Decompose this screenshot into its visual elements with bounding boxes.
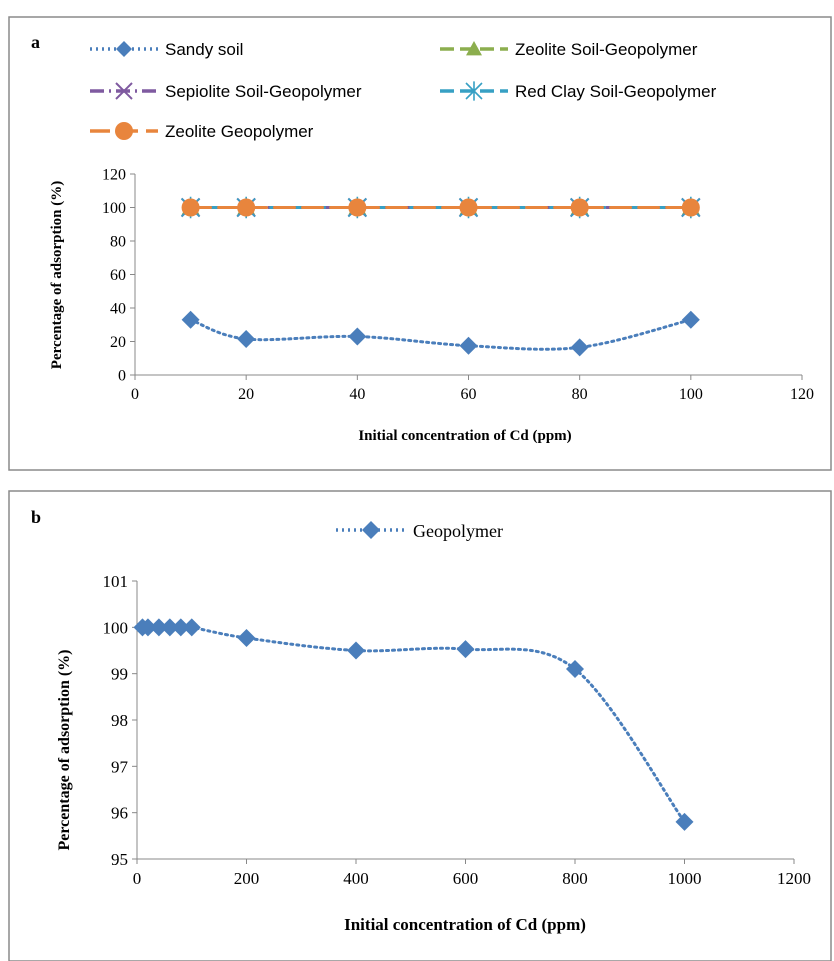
panel-b-legend: Geopolymer [336,521,503,541]
y-tick-label: 60 [110,267,126,284]
legend-marker [466,41,482,56]
y-tick-label: 80 [110,234,126,251]
legend-item: Zeolite Geopolymer [90,122,314,141]
panel-b-y-axis-title: Percentage of adsorption (%) [56,650,73,851]
legend-marker [116,41,132,57]
legend-label: Geopolymer [413,521,503,541]
data-point [675,812,694,831]
legend-item: Zeolite Soil-Geopolymer [440,40,698,59]
legend-label: Zeolite Soil-Geopolymer [515,40,698,59]
data-point [456,640,475,659]
y-tick-label: 98 [111,711,128,730]
y-tick-label: 120 [102,167,126,184]
series-line-geopolymer [140,625,686,824]
data-point [160,618,179,637]
x-tick-label: 0 [133,869,142,888]
data-point [347,641,365,660]
y-tick-label: 100 [102,200,126,217]
x-tick-label: 200 [234,869,260,888]
data-point [181,310,200,329]
legend-marker [115,82,133,100]
panel-a-frame [8,16,832,471]
panel-a-label: a [31,32,40,52]
legend-marker [115,122,133,140]
x-tick-label: 100 [679,386,703,403]
legend-item: Red Clay Soil-Geopolymer [440,81,717,101]
data-point [237,329,256,348]
y-tick-label: 95 [111,850,128,869]
panel-b-plot: 95 96 97 98 99 100 101 0 200 400 600 800 1000 1200 [103,572,812,888]
y-tick-label: 0 [118,368,126,385]
x-tick-label: 40 [349,386,365,403]
x-tick-label: 20 [238,386,254,403]
data-point [459,198,478,217]
panel-a-legend: Sandy soil Zeolite Soil-Geopolymer Sepioli… [90,40,717,141]
x-tick-label: 400 [343,869,369,888]
series-line-sandy-soil [189,318,693,351]
legend-item: Geopolymer [336,521,503,541]
legend-label: Zeolite Geopolymer [165,122,314,141]
legend-label: Sandy soil [165,40,243,59]
x-tick-label: 800 [562,869,588,888]
legend-marker [362,521,380,539]
y-tick-label: 99 [111,665,128,684]
legend-item: Sepiolite Soil-Geopolymer [90,82,362,101]
panel-a-plot: 0 20 40 60 80 100 120 0 20 40 60 80 100 120 [102,167,814,403]
y-tick-label: 100 [103,618,129,637]
data-point [348,198,367,217]
data-point [237,628,256,647]
x-tick-label: 1000 [668,869,702,888]
panel-a-y-axis-title: Percentage of adsorption (%) [49,181,65,369]
data-point [149,618,168,637]
legend-marker [465,81,483,101]
data-point [570,338,589,357]
legend-label: Red Clay Soil-Geopolymer [515,82,717,101]
panel-a-x-axis-title: Initial concentration of Cd (ppm) [358,428,571,444]
panel-b-frame [8,490,832,961]
data-point [570,198,589,217]
data-point [138,618,157,637]
y-tick-label: 101 [103,572,129,591]
data-point [566,660,584,679]
x-tick-label: 600 [453,869,479,888]
data-point [681,198,700,217]
y-tick-label: 20 [110,334,126,351]
panel-b-label: b [31,507,41,527]
x-tick-label: 0 [131,386,139,403]
y-tick-label: 96 [111,804,128,823]
legend-item: Sandy soil [90,40,243,59]
data-point [459,336,478,355]
x-tick-label: 120 [790,386,814,403]
data-point [348,327,367,346]
x-tick-label: 60 [461,386,477,403]
y-tick-label: 97 [111,757,129,776]
x-tick-label: 1200 [777,869,811,888]
data-point [181,198,200,217]
y-tick-label: 40 [110,301,126,318]
panel-b-x-axis-title: Initial concentration of Cd (ppm) [344,915,586,934]
x-tick-label: 80 [572,386,588,403]
data-point [681,310,700,329]
data-point [182,618,201,637]
legend-label: Sepiolite Soil-Geopolymer [165,82,362,101]
data-point [171,618,190,637]
data-point [237,198,256,217]
